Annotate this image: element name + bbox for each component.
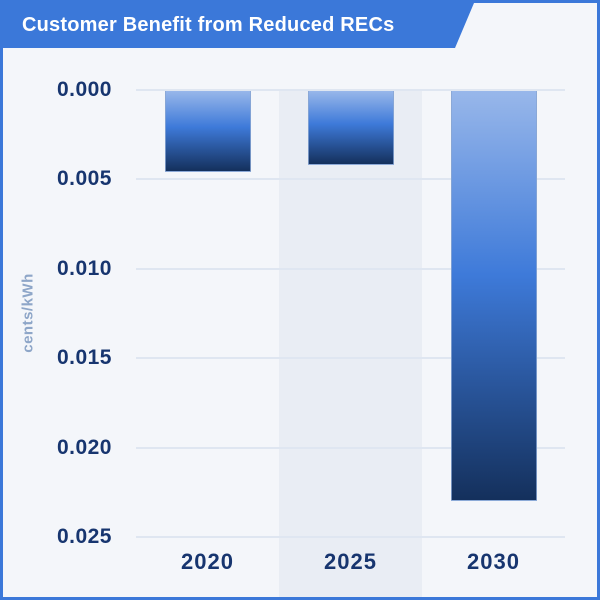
x-axis-label: 2025 xyxy=(324,549,377,574)
y-tick-label: 0.005 xyxy=(56,167,112,191)
gridline xyxy=(136,446,565,449)
gridline xyxy=(136,178,565,181)
y-axis-label: cents/kWh xyxy=(19,273,37,353)
gridline xyxy=(136,89,565,91)
x-axis-label: 2030 xyxy=(467,549,520,574)
y-tick-label: 0.025 xyxy=(56,525,112,548)
gridline xyxy=(136,267,565,270)
y-tick-label: 0.015 xyxy=(56,346,112,370)
y-tick-label: 0.000 xyxy=(56,78,112,101)
y-tick-label: 0.020 xyxy=(56,435,112,459)
title-banner: Customer Benefit from Reduced RECs xyxy=(3,3,474,48)
y-tick-label: 0.010 xyxy=(56,256,112,280)
bar-2030 xyxy=(451,91,537,501)
gridline xyxy=(136,536,565,538)
highlight-band xyxy=(279,90,422,597)
bar-2025 xyxy=(308,91,394,165)
plot-area: 0.000 0.005 0.010 0.015 0.020 0.025 cents/kWh… xyxy=(3,3,597,597)
chart-title: Customer Benefit from Reduced RECs xyxy=(22,14,395,36)
x-axis-label: 2020 xyxy=(181,549,234,574)
bar-2020 xyxy=(165,91,251,172)
gridline xyxy=(136,357,565,360)
